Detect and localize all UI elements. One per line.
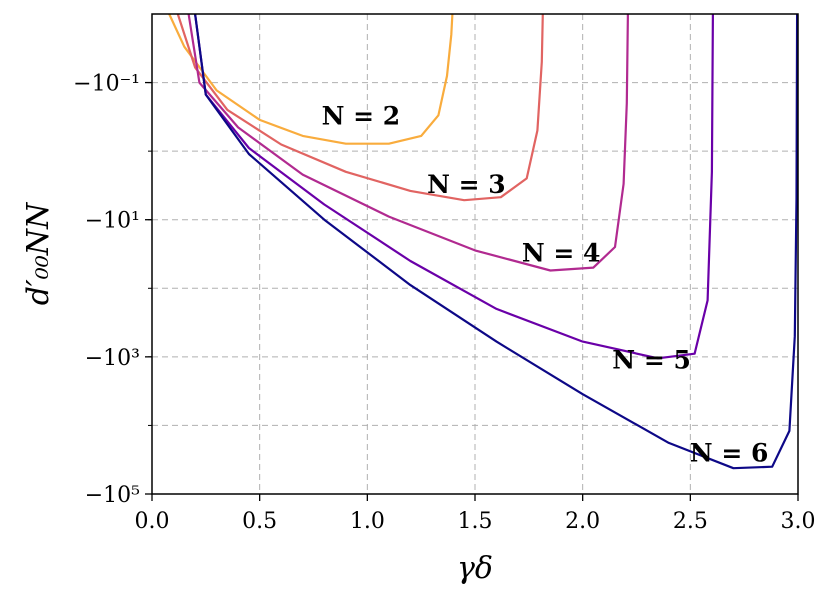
grid xyxy=(152,14,798,494)
y-tick-label: −10³ xyxy=(85,346,140,371)
curve-labels: N = 2 N = 3 N = 4 N = 5 N = 6 xyxy=(322,101,769,467)
curve-label: N = 3 xyxy=(427,170,506,199)
x-tick-label: 1.0 xyxy=(350,509,385,534)
x-tick-label: 3.0 xyxy=(781,509,816,534)
series-line xyxy=(169,14,452,144)
x-tick-label: 0.0 xyxy=(135,509,170,534)
y-axis-ticks: −10⁻¹ −10¹ −10³ −10⁵ xyxy=(73,72,152,508)
x-tick-label: 0.5 xyxy=(242,509,277,534)
series-line xyxy=(189,14,628,271)
x-tick-label: 2.5 xyxy=(673,509,708,534)
curve-label: N = 2 xyxy=(322,101,401,130)
curve-label: N = 5 xyxy=(612,346,691,375)
x-axis-ticks: 0.0 0.5 1.0 1.5 2.0 2.5 3.0 xyxy=(135,494,816,534)
x-tick-label: 1.5 xyxy=(458,509,493,534)
x-tick-label: 2.0 xyxy=(565,509,600,534)
curve-label: N = 4 xyxy=(522,238,601,267)
x-axis-label: γδ xyxy=(457,551,493,586)
y-axis-label: d′₀₀NN xyxy=(21,201,56,305)
y-tick-label: −10¹ xyxy=(85,209,140,234)
y-tick-label: −10⁵ xyxy=(85,483,140,508)
curve-label: N = 6 xyxy=(690,439,769,468)
y-tick-label: −10⁻¹ xyxy=(73,72,140,97)
